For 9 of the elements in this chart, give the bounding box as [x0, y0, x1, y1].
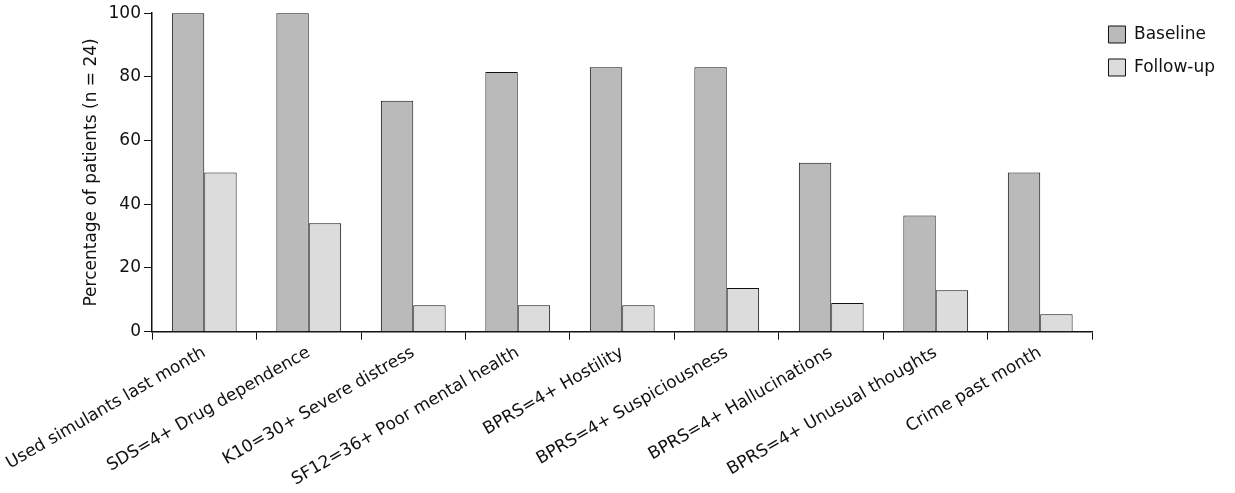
y-tick-label: 20	[119, 256, 142, 277]
y-axis-title: Percentage of patients (n = 24)	[79, 38, 100, 307]
legend-label: Follow-up	[1133, 55, 1216, 76]
y-tick-label: 100	[108, 1, 142, 22]
y-tick-label: 40	[119, 192, 142, 213]
y-tick-label: 80	[119, 65, 142, 86]
legend-label: Baseline	[1133, 22, 1207, 43]
y-tick-label: 0	[130, 320, 142, 341]
y-tick-label: 60	[119, 129, 142, 149]
